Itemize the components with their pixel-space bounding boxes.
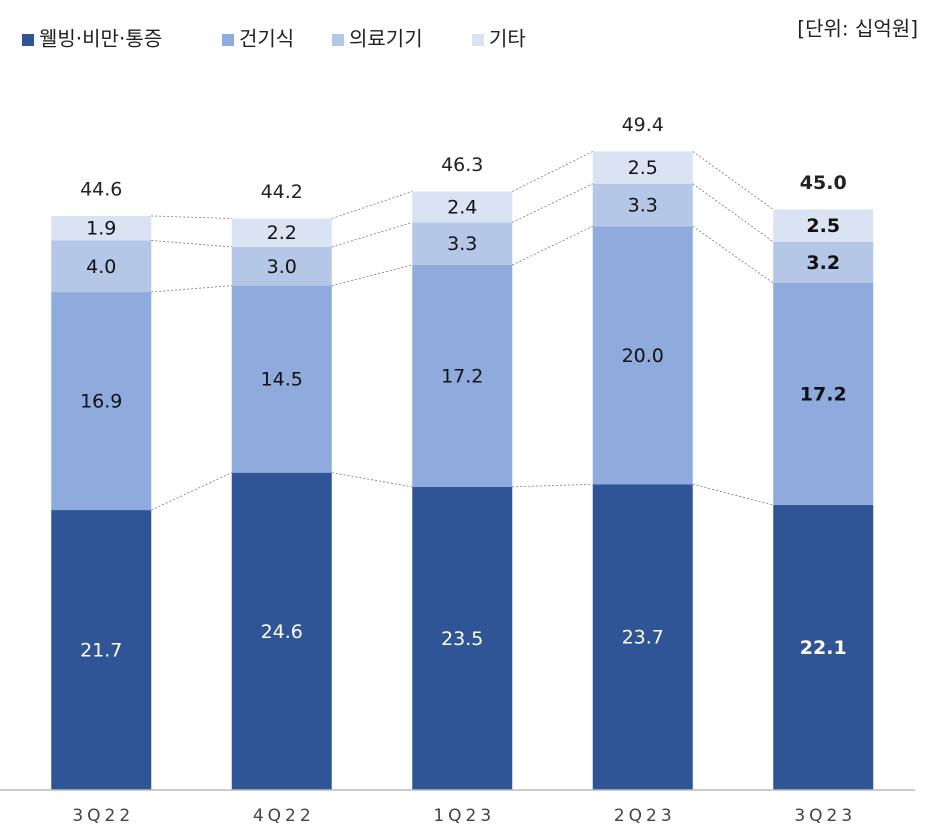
- value-label: 23.7: [622, 627, 664, 649]
- bar-segment: [412, 191, 513, 223]
- bar-segment: [231, 472, 332, 790]
- bar-segment: [231, 246, 332, 286]
- value-label: 24.6: [261, 621, 303, 643]
- value-label: 3.3: [628, 194, 658, 216]
- connector: [692, 151, 774, 210]
- connector: [512, 483, 593, 488]
- connector: [692, 183, 774, 243]
- value-label: 20.0: [622, 345, 664, 367]
- value-label: 3.3: [447, 233, 477, 255]
- connector: [331, 264, 413, 286]
- connector: [151, 285, 232, 293]
- connector: [512, 225, 593, 266]
- bar-segment: [773, 241, 874, 284]
- connector: [692, 225, 774, 284]
- connector: [151, 240, 232, 248]
- value-label: 22.1: [800, 637, 847, 659]
- legend-label: 기타: [489, 27, 526, 51]
- bar-segment: [592, 226, 693, 485]
- total-label: 45.0: [800, 172, 847, 194]
- connector: [512, 151, 593, 192]
- bar-segment: [51, 215, 152, 241]
- bar-segment: [51, 292, 152, 511]
- legend-label: 의료기기: [349, 27, 423, 51]
- bar-segment: [592, 151, 693, 184]
- bar-segment: [51, 240, 152, 293]
- connector: [331, 472, 413, 488]
- bar-segment: [51, 510, 152, 790]
- connector: [692, 483, 774, 506]
- bar-segment: [592, 183, 693, 227]
- x-tick-label: 3Q22: [72, 806, 134, 826]
- bar-segment: [231, 285, 332, 473]
- value-label: 23.5: [441, 628, 483, 650]
- total-label: 49.4: [622, 114, 664, 136]
- x-tick-label: 3Q23: [794, 806, 856, 826]
- legend-swatch: [222, 34, 234, 46]
- bar-segment: [773, 283, 874, 505]
- legend-label: 건기식: [239, 27, 294, 51]
- legend-label: 웰빙·비만·통증: [39, 27, 162, 51]
- value-label: 21.7: [80, 640, 122, 662]
- connector: [331, 191, 413, 219]
- value-label: 2.5: [806, 215, 840, 237]
- bar-segment: [773, 209, 874, 242]
- bar-segment: [773, 504, 874, 790]
- unit-label: [단위: 십억원]: [797, 17, 918, 41]
- total-label: 46.3: [441, 154, 483, 176]
- bar-segment: [231, 218, 332, 247]
- bar-segment: [592, 484, 693, 790]
- value-label: 14.5: [261, 369, 303, 391]
- connector: [331, 222, 413, 248]
- legend-swatch: [332, 34, 344, 46]
- legend-swatch: [22, 34, 34, 46]
- x-tick-label: 4Q22: [253, 806, 315, 826]
- connector: [151, 472, 232, 511]
- total-label: 44.6: [80, 178, 122, 200]
- legend-swatch: [472, 34, 484, 46]
- connector: [512, 183, 593, 223]
- connector: [151, 215, 232, 219]
- value-label: 4.0: [86, 256, 116, 278]
- value-label: 2.4: [447, 196, 477, 218]
- value-label: 2.5: [628, 157, 658, 179]
- value-label: 17.2: [800, 383, 847, 405]
- value-label: 1.9: [86, 218, 116, 240]
- value-label: 3.2: [806, 252, 840, 274]
- total-label: 44.2: [261, 181, 303, 203]
- value-label: 3.0: [267, 256, 297, 278]
- value-label: 17.2: [441, 365, 483, 387]
- x-tick-label: 2Q23: [614, 806, 676, 826]
- bar-segment: [412, 486, 513, 790]
- value-label: 2.2: [267, 222, 297, 244]
- bar-segment: [412, 264, 513, 487]
- value-label: 16.9: [80, 391, 122, 413]
- bar-segment: [412, 222, 513, 265]
- x-tick-label: 1Q23: [433, 806, 495, 826]
